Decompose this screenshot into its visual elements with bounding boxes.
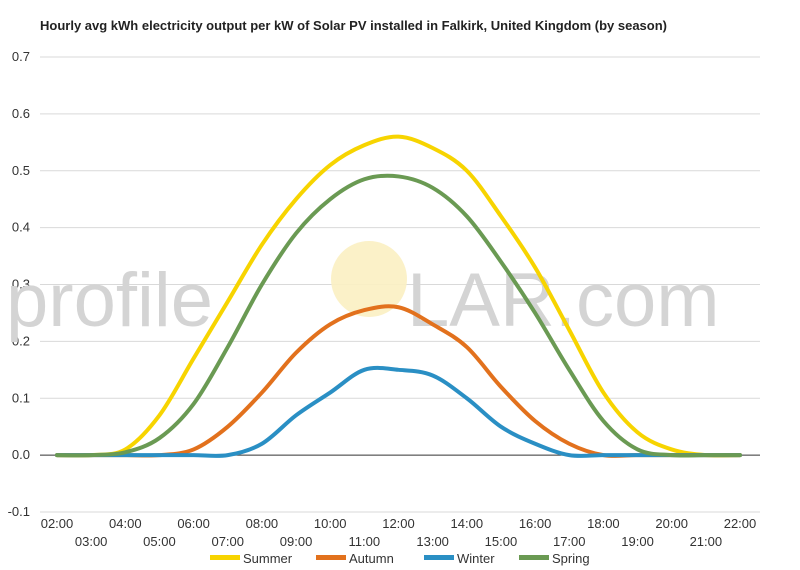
y-tick-label: 0.1 [12,390,30,405]
x-tick-label: 10:00 [314,516,347,531]
legend-label-autumn: Autumn [349,551,394,566]
legend-swatch-summer [210,555,240,560]
x-tick-label: 12:00 [382,516,415,531]
series-line-spring [55,173,742,458]
x-tick-label: 13:00 [416,534,449,549]
x-tick-label: 22:00 [724,516,757,531]
chart-title: Hourly avg kWh electricity output per kW… [40,18,667,33]
y-tick-label: 0.6 [12,106,30,121]
x-tick-label: 14:00 [451,516,484,531]
watermark-text-right: LAR.com [407,258,720,343]
x-tick-label: 07:00 [211,534,244,549]
x-tick-label: 08:00 [246,516,279,531]
y-tick-label: 0.4 [12,220,30,235]
y-tick-label: 0.5 [12,163,30,178]
watermark-text-left: profile [6,258,213,343]
y-tick-label: -0.1 [8,504,30,519]
y-tick-label: 0.3 [12,277,30,292]
x-tick-label: 15:00 [485,534,518,549]
x-tick-label: 21:00 [690,534,723,549]
y-tick-label: 0.2 [12,333,30,348]
x-tick-label: 18:00 [587,516,620,531]
series-line-summer [55,134,742,458]
legend-label-spring: Spring [552,551,590,566]
x-tick-label: 17:00 [553,534,586,549]
legend-label-summer: Summer [243,551,293,566]
y-tick-label: 0.0 [12,447,30,462]
x-tick-label: 11:00 [349,534,381,549]
x-tick-label: 05:00 [143,534,176,549]
series-line-winter [55,365,742,458]
x-tick-label: 16:00 [519,516,552,531]
watermark-sun-icon [331,241,407,317]
x-tick-label: 03:00 [75,534,108,549]
legend-swatch-spring [519,555,549,560]
legend-swatch-autumn [316,555,346,560]
x-tick-label: 06:00 [177,516,210,531]
legend-swatch-winter [424,555,454,560]
x-tick-label: 09:00 [280,534,313,549]
legend-label-winter: Winter [457,551,495,566]
x-tick-label: 20:00 [655,516,688,531]
x-tick-label: 02:00 [41,516,74,531]
y-tick-label: 0.7 [12,49,30,64]
x-tick-label: 04:00 [109,516,142,531]
x-tick-label: 19:00 [621,534,654,549]
